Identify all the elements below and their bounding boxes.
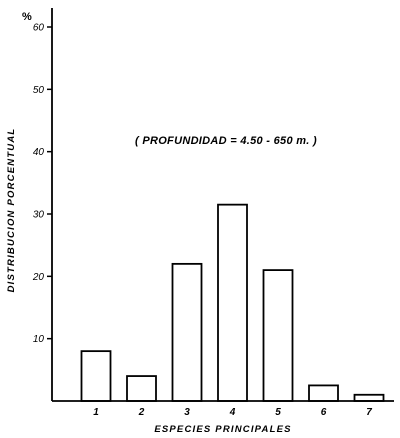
x-tick-label-6: 6 xyxy=(321,407,327,418)
x-ticks-group: 1 2 3 4 5 6 7 xyxy=(93,407,372,418)
bar-1 xyxy=(80,350,112,402)
x-tick-label-1: 1 xyxy=(93,407,99,418)
x-tick-label-5: 5 xyxy=(275,407,281,418)
y-tick-label: 20 xyxy=(32,272,45,283)
bar-7 xyxy=(353,393,385,402)
bar-4 xyxy=(217,203,248,402)
y-tick-label: 30 xyxy=(33,210,45,221)
y-tick-label: 50 xyxy=(33,85,45,96)
x-tick-label-4: 4 xyxy=(229,407,236,418)
axes-group xyxy=(51,8,394,402)
x-tick-label-3: 3 xyxy=(184,407,190,418)
bar-5 xyxy=(262,269,294,402)
y-tick-label: 60 xyxy=(33,23,45,34)
x-axis-title: ESPECIES PRINCIPALES xyxy=(154,424,291,435)
bars-group xyxy=(80,203,385,402)
y-unit-label: % xyxy=(22,11,32,23)
bar-2 xyxy=(126,375,157,402)
x-tick-label-2: 2 xyxy=(138,407,145,418)
y-ticks-group: 10 20 30 40 50 60 xyxy=(32,23,52,345)
y-axis-title: DISTRIBUCION PORCENTUAL xyxy=(6,128,17,293)
y-tick-label: 40 xyxy=(33,147,45,158)
bar-6 xyxy=(308,384,339,402)
bar-3 xyxy=(171,262,203,402)
x-tick-label-7: 7 xyxy=(366,407,372,418)
annotation-text: ( PROFUNDIDAD = 4.50 - 650 m. ) xyxy=(135,135,317,147)
y-tick-label: 10 xyxy=(33,334,45,345)
